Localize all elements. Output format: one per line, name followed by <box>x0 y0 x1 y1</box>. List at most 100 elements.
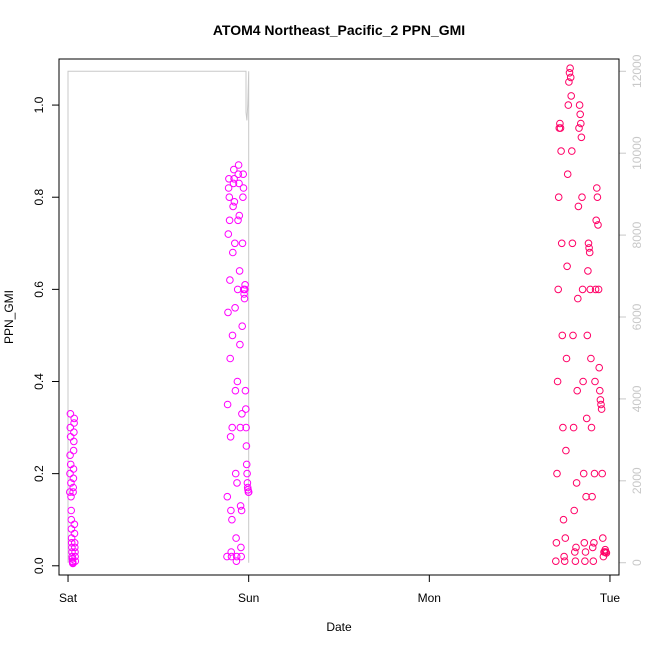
data-point <box>71 552 79 561</box>
data-point <box>592 216 601 225</box>
data-point <box>571 557 580 566</box>
data-point <box>232 534 240 542</box>
data-point <box>227 548 235 556</box>
data-point <box>240 290 248 298</box>
y-tick-label: 1.0 <box>32 96 46 113</box>
data-point <box>69 446 78 455</box>
y2-tick-label: 10000 <box>630 136 644 170</box>
data-point <box>228 423 236 432</box>
data-point <box>602 549 611 557</box>
chart-title: ATOM4 Northeast_Pacific_2 PPN_GMI <box>213 22 465 38</box>
data-point <box>70 539 79 547</box>
data-point <box>575 101 584 109</box>
data-point <box>242 442 251 450</box>
secondary-series-line <box>67 70 250 563</box>
data-point <box>66 410 75 418</box>
data-point <box>226 433 235 441</box>
data-point <box>585 244 593 252</box>
data-point <box>584 267 592 275</box>
data-point <box>567 92 576 100</box>
data-point <box>602 548 610 556</box>
data-point <box>597 400 605 409</box>
data-point <box>583 331 592 340</box>
data-point <box>237 552 245 561</box>
x-tick-label: Sun <box>238 591 259 605</box>
data-point <box>242 460 251 469</box>
data-point <box>238 322 246 331</box>
data-point <box>563 262 571 271</box>
data-point <box>233 377 242 386</box>
data-point <box>591 377 599 386</box>
data-point <box>225 216 234 225</box>
data-point <box>70 428 78 437</box>
data-point <box>66 423 75 432</box>
secondary-line-layer <box>67 70 250 563</box>
data-point <box>582 414 591 423</box>
data-point <box>578 285 587 294</box>
data-point <box>235 211 244 220</box>
data-point <box>569 423 578 432</box>
x-axis-label: Date <box>326 620 352 634</box>
x-tick-label: Sat <box>59 591 78 605</box>
data-point <box>577 133 586 142</box>
data-point <box>71 557 80 566</box>
bottom-axis: Sat Sun Mon Tue <box>59 575 620 605</box>
data-point <box>229 202 237 211</box>
y2-tick-label: 2000 <box>630 467 644 494</box>
data-point <box>223 552 231 561</box>
data-point <box>67 492 75 501</box>
data-point <box>557 147 565 155</box>
data-point <box>229 179 238 188</box>
y2-tick-label: 6000 <box>630 303 644 330</box>
plot-frame <box>58 58 620 576</box>
data-point <box>553 469 561 478</box>
data-point <box>237 506 246 515</box>
y-tick-label: 0.0 <box>32 557 46 574</box>
data-point <box>70 414 78 423</box>
data-point <box>241 285 249 294</box>
data-point <box>231 304 239 312</box>
y2-tick-label: 8000 <box>630 221 644 248</box>
data-point <box>569 331 577 340</box>
data-point <box>67 506 75 515</box>
x-tick-label: Mon <box>418 591 441 605</box>
data-point <box>69 465 78 473</box>
data-point <box>235 179 243 188</box>
data-point <box>596 396 605 404</box>
data-point <box>562 354 571 363</box>
data-point <box>566 64 574 72</box>
data-point <box>228 515 236 524</box>
data-point <box>570 506 579 515</box>
data-point <box>599 534 607 542</box>
data-point <box>71 543 79 552</box>
data-point <box>236 423 245 432</box>
data-point <box>242 423 250 432</box>
data-point <box>228 331 237 340</box>
left-axis: 0.0 0.2 0.4 0.6 0.8 1.0 <box>32 96 59 574</box>
data-point <box>562 446 570 455</box>
data-point <box>553 377 562 386</box>
data-point <box>234 216 242 225</box>
data-point <box>69 559 77 568</box>
y-axis-label: PPN_GMI <box>2 290 16 344</box>
data-point <box>589 557 598 566</box>
data-point <box>224 184 233 192</box>
data-point <box>571 548 579 556</box>
data-point <box>70 437 78 446</box>
data-point <box>233 479 241 487</box>
data-point <box>597 405 606 413</box>
data-point <box>596 386 604 395</box>
data-point <box>552 557 560 566</box>
data-point <box>591 285 600 294</box>
data-point <box>590 539 598 547</box>
data-point <box>557 239 566 248</box>
data-point <box>241 386 250 395</box>
data-point <box>237 543 245 552</box>
data-point <box>558 331 567 340</box>
data-point <box>559 515 568 524</box>
data-point <box>238 410 246 418</box>
y-tick-label: 0.8 <box>32 189 46 206</box>
y-tick-label: 0.6 <box>32 281 46 298</box>
data-point <box>234 170 243 178</box>
